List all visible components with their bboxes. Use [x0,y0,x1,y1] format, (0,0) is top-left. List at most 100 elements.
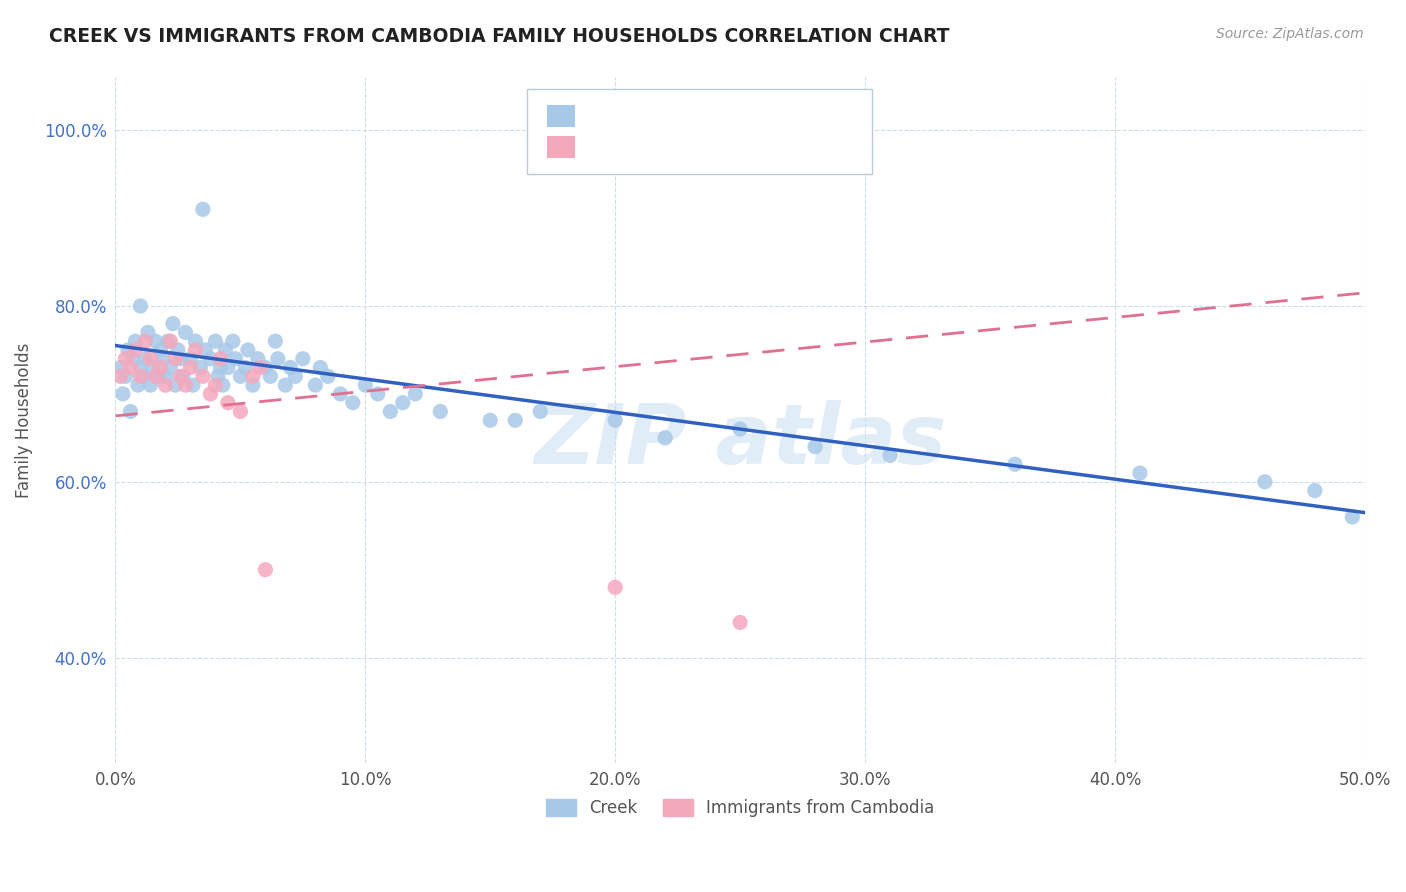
Text: N = 27: N = 27 [693,138,754,156]
Point [249,360,271,375]
Point [309,360,332,375]
Point [200,387,222,401]
Point [229,369,252,384]
Point [222,334,245,348]
Point [204,378,226,392]
Text: N = 80: N = 80 [693,107,754,125]
Point [246,351,269,366]
Point [110,369,132,384]
Point [146,369,169,384]
Point [354,378,377,392]
Point [155,378,177,392]
Point [145,369,167,384]
Point [184,334,207,348]
Point [149,343,172,357]
Point [254,563,277,577]
Text: CREEK VS IMMIGRANTS FROM CAMBODIA FAMILY HOUSEHOLDS CORRELATION CHART: CREEK VS IMMIGRANTS FROM CAMBODIA FAMILY… [49,27,949,45]
Point [212,378,235,392]
Point [654,431,676,445]
Point [217,360,239,375]
Point [172,369,194,384]
Point [174,326,197,340]
Point [152,351,174,366]
Point [242,369,264,384]
Point [367,387,389,401]
Point [179,351,201,366]
Point [316,369,339,384]
Point [1004,457,1026,471]
Point [134,334,156,348]
Point [134,351,156,366]
Point [114,369,136,384]
Point [380,404,402,418]
Text: R =  0.189: R = 0.189 [585,138,678,156]
Point [127,378,149,392]
Point [159,360,181,375]
Point [329,387,352,401]
Point [162,317,184,331]
Point [155,369,177,384]
Point [304,378,326,392]
Point [264,334,287,348]
Point [391,395,413,409]
Point [174,378,197,392]
Point [1341,510,1364,524]
Point [194,343,217,357]
Point [204,334,226,348]
Point [217,395,239,409]
Point [274,378,297,392]
Point [191,369,214,384]
Point [254,360,277,375]
Point [1254,475,1277,489]
Legend: Creek, Immigrants from Cambodia: Creek, Immigrants from Cambodia [540,792,941,823]
Point [200,351,222,366]
Point [229,404,252,418]
Point [165,378,187,392]
Point [169,351,191,366]
Point [129,360,152,375]
Point [111,387,134,401]
Point [429,404,451,418]
Point [242,378,264,392]
Point [804,440,827,454]
Point [728,422,751,436]
Text: R = -0.278: R = -0.278 [585,107,679,125]
Point [110,360,132,375]
Point [280,360,302,375]
Point [149,360,172,375]
Point [236,343,259,357]
Point [342,395,364,409]
Point [181,378,204,392]
Point [179,360,201,375]
Point [605,580,627,594]
Point [259,369,281,384]
Point [184,343,207,357]
Point [124,334,146,348]
Point [169,369,191,384]
Point [235,360,257,375]
Point [136,326,159,340]
Point [129,369,152,384]
Point [120,360,142,375]
Point [267,351,290,366]
Point [728,615,751,630]
Point [209,351,232,366]
Point [503,413,526,427]
Point [404,387,426,401]
Point [207,369,229,384]
Point [117,343,139,357]
Point [191,202,214,217]
Point [190,360,212,375]
Point [120,404,142,418]
Point [159,334,181,348]
Point [145,334,167,348]
Point [124,343,146,357]
Y-axis label: Family Households: Family Households [15,343,32,498]
Point [291,351,314,366]
Point [122,351,145,366]
Point [879,449,901,463]
Point [529,404,551,418]
Point [167,343,190,357]
Point [142,360,165,375]
Point [132,369,155,384]
